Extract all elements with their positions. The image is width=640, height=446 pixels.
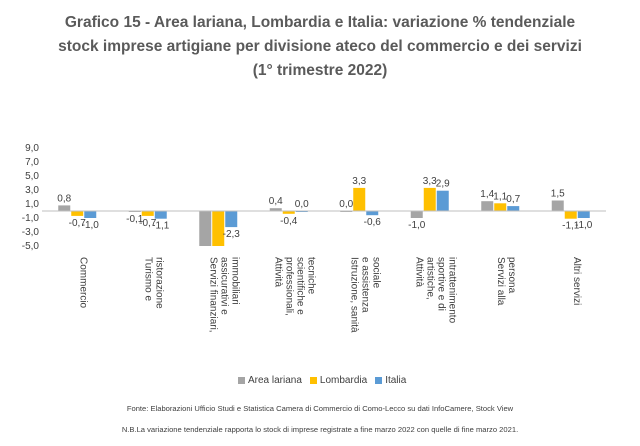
bar <box>154 211 167 219</box>
legend-swatch-italia <box>375 376 383 384</box>
category-label-line: Commercio <box>77 257 88 309</box>
bar <box>551 200 564 211</box>
data-label: 1,4 <box>480 189 494 200</box>
data-label: -1,0 <box>575 220 593 231</box>
category-label-line: e assistenza <box>359 257 370 313</box>
data-label: 0,0 <box>339 199 353 210</box>
data-label: 3,3 <box>352 176 366 187</box>
category-label-line: immobiliari <box>229 257 240 305</box>
bar <box>269 208 282 211</box>
category-label: Servizi allapersona <box>495 257 517 306</box>
category-label-line: Servizi alla <box>495 257 506 306</box>
bar <box>507 206 520 211</box>
category-label-line: persona <box>506 257 517 294</box>
y-tick-label: 7,0 <box>25 157 39 168</box>
bar <box>577 211 590 218</box>
y-tick-label: 5,0 <box>25 171 39 182</box>
data-label: 1,5 <box>551 189 565 200</box>
data-label: -0,7 <box>139 218 157 229</box>
data-label: 0,7 <box>506 194 520 205</box>
category-label-line: assicurativi e <box>218 257 229 315</box>
bar <box>199 211 212 246</box>
data-label: -0,6 <box>364 217 382 228</box>
category-label-line: Istruzione, sanità <box>348 257 359 333</box>
data-label: -1,1 <box>152 221 170 232</box>
y-tick-label: 9,0 <box>25 143 39 154</box>
legend: Area lariana Lombardia Italia <box>238 373 406 387</box>
legend-item-italia: Italia <box>375 375 406 386</box>
y-tick-label: -1,0 <box>22 213 40 224</box>
category-label-line: sportive e di <box>435 257 446 311</box>
category-label-line: Turismo e <box>142 257 153 302</box>
data-label: -0,4 <box>280 216 298 227</box>
legend-swatch-area-lariana <box>238 376 245 384</box>
category-label: Turismo eristorazione <box>142 257 164 309</box>
data-label: 0,4 <box>269 196 283 207</box>
category-label-line: intrattenimento <box>446 257 457 324</box>
data-label: 1,1 <box>493 191 507 202</box>
methodology-note: N.B.La variazione tendenziale rapporta l… <box>121 425 519 434</box>
source-note: Fonte: Elaborazioni Ufficio Studi e Stat… <box>126 404 514 413</box>
legend-label: Area lariana <box>248 374 302 386</box>
category-label-line: Servizi finanziari, <box>207 257 218 333</box>
category-label-line: Altri servizi <box>571 257 582 305</box>
data-label: -1,1 <box>562 221 580 232</box>
category-label-line: professionali, <box>283 257 294 316</box>
legend-label: Lombardia <box>319 374 368 386</box>
data-label: 0,8 <box>57 193 71 204</box>
chart-title-line-3: (1° trimestre 2022) <box>252 62 388 79</box>
bar <box>353 187 366 211</box>
bar <box>282 211 295 214</box>
category-label: Commercio <box>77 257 88 309</box>
bar <box>436 190 449 211</box>
category-label: Attivitàartistiche,sportive e diintratte… <box>413 257 457 324</box>
y-tick-label: -3,0 <box>22 227 40 238</box>
data-label: 2,9 <box>436 179 450 190</box>
data-label: 3,3 <box>423 176 437 187</box>
category-label: Attivitàprofessionali,scientifiche etecn… <box>272 257 316 316</box>
y-tick-label: 1,0 <box>25 199 39 210</box>
category-label: Altri servizi <box>571 257 582 305</box>
bar <box>84 211 97 218</box>
category-label: Servizi finanziari,assicurativi eimmobil… <box>207 257 240 333</box>
data-label: -0,1 <box>126 214 144 225</box>
chart-title-line-1: Grafico 15 - Area lariana, Lombardia e I… <box>64 14 576 31</box>
category-label-line: artistiche, <box>424 257 435 300</box>
legend-swatch-lombardia <box>309 376 317 384</box>
category-label-line: scientifiche e <box>294 257 305 315</box>
bar <box>71 211 84 216</box>
category-label-line: Attività <box>413 257 424 287</box>
category-label-line: sociale <box>370 257 381 289</box>
y-tick-label: 3,0 <box>25 185 39 196</box>
bar <box>141 211 154 216</box>
data-label: -2,3 <box>223 229 241 240</box>
legend-label: Italia <box>385 374 407 386</box>
legend-item-lombardia: Lombardia <box>309 374 368 386</box>
category-label: Istruzione, sanitàe assistenzasociale <box>348 257 381 333</box>
bar <box>58 205 71 211</box>
data-label: 0,0 <box>295 199 309 210</box>
bar <box>423 187 436 211</box>
bar <box>410 211 423 218</box>
category-label-line: Attività <box>272 257 283 287</box>
bar <box>564 211 577 219</box>
category-label-line: tecniche <box>305 257 316 295</box>
bar <box>225 211 238 228</box>
legend-item-area-lariana: Area lariana <box>238 375 302 386</box>
data-label: -0,7 <box>69 218 87 229</box>
data-label: -1,0 <box>82 220 100 231</box>
chart-title-line-2: stock imprese artigiane per divisione at… <box>58 38 582 55</box>
data-label: -1,0 <box>408 220 426 231</box>
bar <box>212 211 225 246</box>
bar <box>481 201 494 211</box>
bar <box>494 203 507 211</box>
category-label-line: ristorazione <box>153 257 164 309</box>
bar <box>366 211 379 216</box>
y-tick-label: -5,0 <box>22 241 40 252</box>
